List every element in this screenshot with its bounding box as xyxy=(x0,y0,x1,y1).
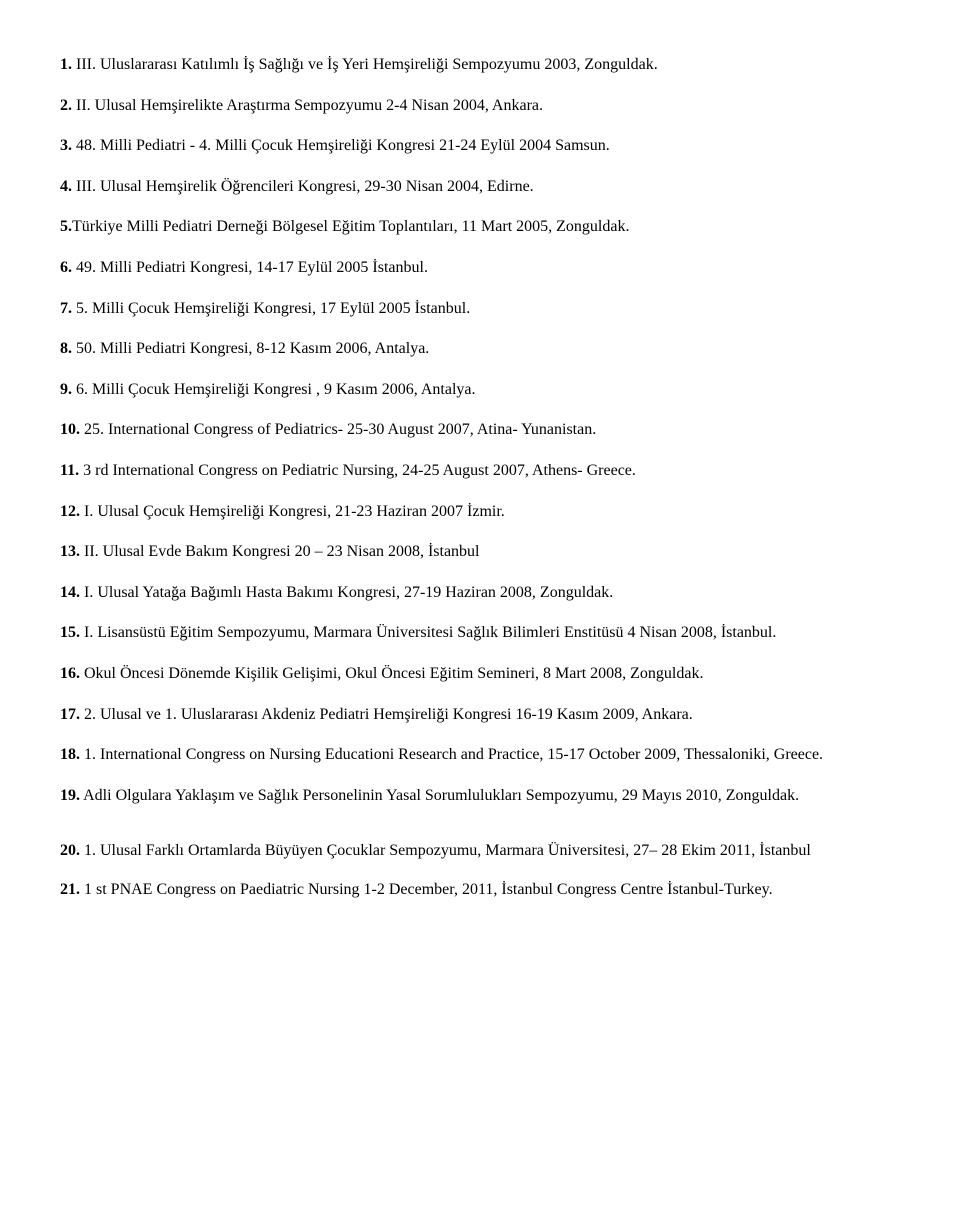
item-number: 5. xyxy=(60,218,72,235)
item-text: Türkiye Milli Pediatri Derneği Bölgesel … xyxy=(72,218,629,235)
item-text: 1. International Congress on Nursing Edu… xyxy=(80,746,823,763)
item-text: 2. Ulusal ve 1. Uluslararası Akdeniz Ped… xyxy=(80,706,693,723)
list-item: 8. 50. Milli Pediatri Kongresi, 8-12 Kas… xyxy=(60,334,900,364)
list-item: 12. I. Ulusal Çocuk Hemşireliği Kongresi… xyxy=(60,497,900,527)
list-item: 4. III. Ulusal Hemşirelik Öğrencileri Ko… xyxy=(60,172,900,202)
item-number: 12. xyxy=(60,503,80,520)
item-text: 1. Ulusal Farklı Ortamlarda Büyüyen Çocu… xyxy=(80,842,811,859)
item-number: 9. xyxy=(60,381,72,398)
list-item: 9. 6. Milli Çocuk Hemşireliği Kongresi ,… xyxy=(60,375,900,405)
item-text: 6. Milli Çocuk Hemşireliği Kongresi , 9 … xyxy=(72,381,476,398)
item-number: 7. xyxy=(60,300,72,317)
list-item: 2. II. Ulusal Hemşirelikte Araştırma Sem… xyxy=(60,91,900,121)
item-number: 6. xyxy=(60,259,72,276)
item-number: 2. xyxy=(60,97,72,114)
list-item: 10. 25. International Congress of Pediat… xyxy=(60,415,900,445)
list-item: 16. Okul Öncesi Dönemde Kişilik Gelişimi… xyxy=(60,659,900,689)
item-number: 13. xyxy=(60,543,80,560)
item-text: Adli Olgulara Yaklaşım ve Sağlık Persone… xyxy=(80,787,799,804)
list-item: 13. II. Ulusal Evde Bakım Kongresi 20 – … xyxy=(60,537,900,567)
document-content: 1. III. Uluslararası Katılımlı İş Sağlığ… xyxy=(60,50,900,901)
item-text: III. Ulusal Hemşirelik Öğrencileri Kongr… xyxy=(72,178,534,195)
item-number: 17. xyxy=(60,706,80,723)
item-text: Okul Öncesi Dönemde Kişilik Gelişimi, Ok… xyxy=(80,665,703,682)
item-number: 1. xyxy=(60,56,72,73)
item-number: 14. xyxy=(60,584,80,601)
list-item: 20. 1. Ulusal Farklı Ortamlarda Büyüyen … xyxy=(60,840,900,862)
item-text: 50. Milli Pediatri Kongresi, 8-12 Kasım … xyxy=(72,340,429,357)
list-item: 18. 1. International Congress on Nursing… xyxy=(60,740,900,770)
list-item: 3. 48. Milli Pediatri - 4. Milli Çocuk H… xyxy=(60,131,900,161)
item-number: 21. xyxy=(60,881,80,898)
list-item: 6. 49. Milli Pediatri Kongresi, 14-17 Ey… xyxy=(60,253,900,283)
item-text: 48. Milli Pediatri - 4. Milli Çocuk Hemş… xyxy=(72,137,610,154)
list-item: 1. III. Uluslararası Katılımlı İş Sağlığ… xyxy=(60,50,900,80)
list-item: 15. I. Lisansüstü Eğitim Sempozyumu, Mar… xyxy=(60,618,900,648)
list-item: 7. 5. Milli Çocuk Hemşireliği Kongresi, … xyxy=(60,294,900,324)
item-text: I. Ulusal Yatağa Bağımlı Hasta Bakımı Ko… xyxy=(80,584,613,601)
item-number: 16. xyxy=(60,665,80,682)
item-text: II. Ulusal Hemşirelikte Araştırma Sempoz… xyxy=(72,97,543,114)
item-text: I. Lisansüstü Eğitim Sempozyumu, Marmara… xyxy=(80,624,776,641)
item-number: 8. xyxy=(60,340,72,357)
item-number: 3. xyxy=(60,137,72,154)
item-text: II. Ulusal Evde Bakım Kongresi 20 – 23 N… xyxy=(80,543,480,560)
list-item: 14. I. Ulusal Yatağa Bağımlı Hasta Bakım… xyxy=(60,578,900,608)
item-number: 18. xyxy=(60,746,80,763)
item-text: 49. Milli Pediatri Kongresi, 14-17 Eylül… xyxy=(72,259,428,276)
list-item: 5.Türkiye Milli Pediatri Derneği Bölgese… xyxy=(60,212,900,242)
item-number: 4. xyxy=(60,178,72,195)
list-item: 19. Adli Olgulara Yaklaşım ve Sağlık Per… xyxy=(60,781,900,811)
list-item: 21. 1 st PNAE Congress on Paediatric Nur… xyxy=(60,879,900,901)
list-item: 11. 3 rd International Congress on Pedia… xyxy=(60,456,900,486)
item-number: 20. xyxy=(60,842,80,859)
item-text: 1 st PNAE Congress on Paediatric Nursing… xyxy=(80,881,773,898)
item-number: 10. xyxy=(60,421,80,438)
list-item: 17. 2. Ulusal ve 1. Uluslararası Akdeniz… xyxy=(60,700,900,730)
item-text: 25. International Congress of Pediatrics… xyxy=(80,421,596,438)
item-text: 3 rd International Congress on Pediatric… xyxy=(79,462,636,479)
item-text: III. Uluslararası Katılımlı İş Sağlığı v… xyxy=(72,56,658,73)
item-number: 19. xyxy=(60,787,80,804)
item-number: 11. xyxy=(60,462,79,479)
item-number: 15. xyxy=(60,624,80,641)
item-text: 5. Milli Çocuk Hemşireliği Kongresi, 17 … xyxy=(72,300,470,317)
item-text: I. Ulusal Çocuk Hemşireliği Kongresi, 21… xyxy=(80,503,505,520)
